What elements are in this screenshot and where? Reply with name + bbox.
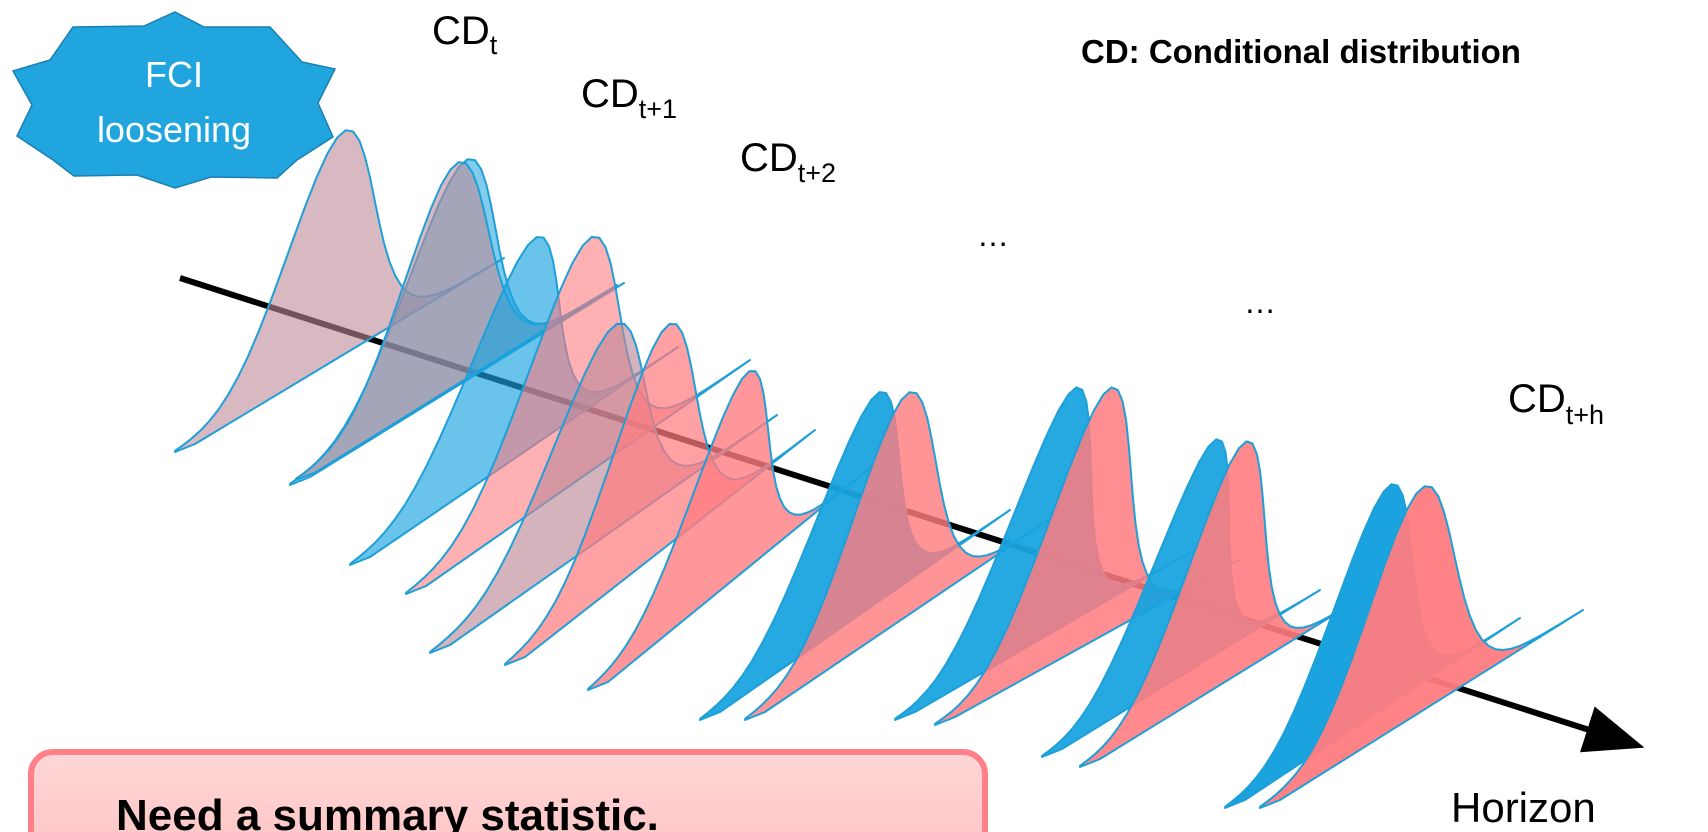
label-cd-t-plus-2: CDt+2	[740, 136, 836, 188]
badge-starburst	[11, 11, 337, 189]
distribution-curve-7	[504, 323, 816, 666]
label-cd-t: CDt	[432, 9, 498, 60]
distribution-curves	[174, 129, 1584, 809]
distribution-curve-16	[1259, 485, 1584, 809]
fci-loosening-badge: FCI loosening	[11, 11, 337, 189]
badge-line-1: FCI	[145, 54, 203, 95]
label-cd-t-plus-1: CDt+1	[581, 72, 677, 124]
badge-line-2: loosening	[97, 109, 251, 150]
legend-text: CD: Conditional distribution	[1081, 33, 1521, 70]
ellipsis-1: …	[977, 217, 1009, 253]
distribution-curve-14	[1079, 440, 1367, 768]
ellipsis-2: …	[1244, 284, 1276, 320]
callout-box	[28, 749, 988, 832]
summary-statistic-callout: Need a summary statistic.	[28, 749, 988, 832]
label-cd-t-plus-h: CDt+h	[1508, 377, 1604, 430]
callout-text: Need a summary statistic.	[116, 791, 659, 832]
horizon-axis-label: Horizon	[1451, 784, 1596, 831]
